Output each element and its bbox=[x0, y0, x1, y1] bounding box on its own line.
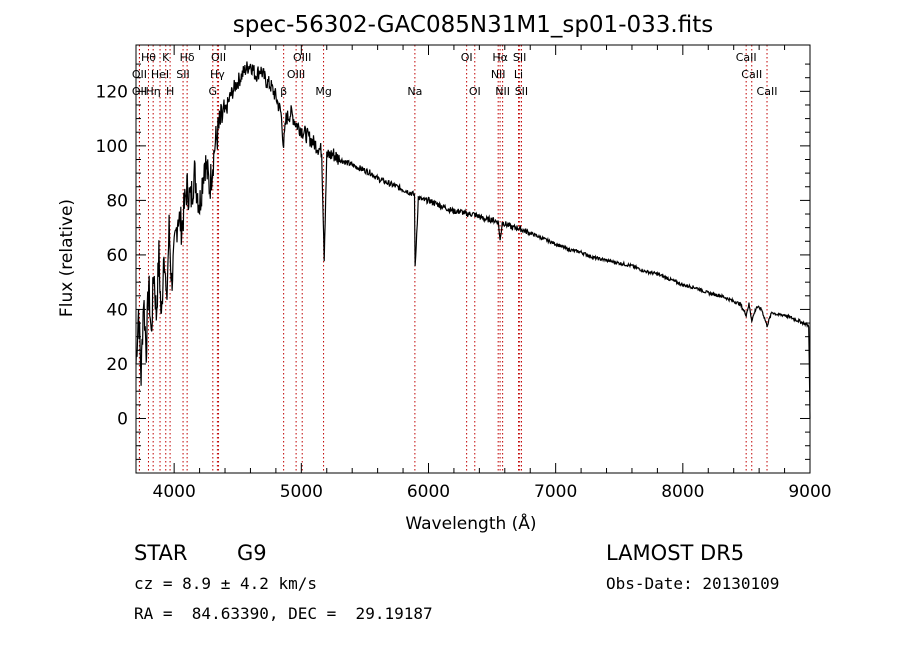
line-label-7: SII bbox=[513, 51, 526, 64]
line-label-20: G bbox=[209, 85, 218, 98]
y-tick-label: 100 bbox=[96, 137, 128, 157]
y-axis-ticks: 0 20 40 60 80 100 120 bbox=[96, 63, 810, 474]
y-tick-label: 20 bbox=[106, 355, 128, 375]
line-label-4: OIII bbox=[293, 51, 311, 64]
x-tick-label: 7000 bbox=[534, 482, 577, 502]
line-label-21: β bbox=[280, 85, 287, 98]
y-tick-label: 0 bbox=[117, 409, 128, 429]
line-label-27: CaII bbox=[757, 85, 778, 98]
spectrum-series-line bbox=[135, 61, 811, 419]
line-label-26: SII bbox=[515, 85, 528, 98]
line-label-2: Hδ bbox=[180, 51, 195, 64]
line-label-16: CaII bbox=[741, 68, 762, 81]
x-tick-label: 8000 bbox=[661, 482, 704, 502]
line-label-22: Mg bbox=[315, 85, 331, 98]
coordinates: RA = 84.63390, DEC = 29.19187 bbox=[134, 604, 433, 623]
object-class: STAR bbox=[134, 541, 188, 565]
line-label-0: Hθ bbox=[141, 51, 156, 64]
line-label-14: NII bbox=[491, 68, 506, 81]
observation-date: Obs-Date: 20130109 bbox=[606, 574, 780, 593]
line-label-24: OI bbox=[469, 85, 481, 98]
line-label-5: OI bbox=[461, 51, 473, 64]
survey-name: LAMOST DR5 bbox=[606, 541, 745, 565]
y-axis-label: Flux (relative) bbox=[57, 199, 77, 317]
line-label-25: NII bbox=[495, 85, 510, 98]
x-tick-label: 6000 bbox=[407, 482, 450, 502]
redshift-value: cz = 8.9 ± 4.2 km/s bbox=[134, 574, 318, 593]
line-label-18: Hη bbox=[146, 85, 161, 98]
line-label-10: HeI bbox=[151, 68, 169, 81]
y-tick-label: 40 bbox=[106, 300, 128, 320]
line-label-1: K bbox=[162, 51, 170, 64]
line-label-15: Li bbox=[514, 68, 523, 81]
plot-frame bbox=[135, 44, 811, 474]
line-label-6: Hα bbox=[492, 51, 508, 64]
x-tick-label: 5000 bbox=[280, 482, 323, 502]
object-subclass: G9 bbox=[237, 541, 267, 565]
line-label-11: SII bbox=[176, 68, 189, 81]
y-tick-label: 60 bbox=[106, 246, 128, 266]
line-label-19: H bbox=[166, 85, 174, 98]
x-axis-label: Wavelength (Å) bbox=[405, 512, 536, 534]
line-label-3: OII bbox=[211, 51, 226, 64]
chart-title: spec-56302-GAC085N31M1_sp01-033.fits bbox=[233, 12, 713, 38]
line-label-13: OIII bbox=[287, 68, 305, 81]
line-label-12: Hγ bbox=[210, 68, 225, 81]
line-label-8: CaII bbox=[736, 51, 757, 64]
y-tick-label: 80 bbox=[106, 191, 128, 211]
x-tick-label: 9000 bbox=[788, 482, 831, 502]
x-tick-label: 4000 bbox=[153, 482, 196, 502]
spectral-line-markers bbox=[138, 45, 768, 473]
y-tick-label: 120 bbox=[96, 82, 128, 102]
x-axis-ticks: 4000 5000 6000 7000 8000 9000 bbox=[153, 45, 832, 502]
line-label-23: Na bbox=[407, 85, 422, 98]
spectral-line-labels: Hθ K Hδ OII OIII OI Hα SII CaII OII HeI SII Hγ OIII NI… bbox=[132, 51, 778, 98]
line-label-9: OII bbox=[132, 68, 147, 81]
